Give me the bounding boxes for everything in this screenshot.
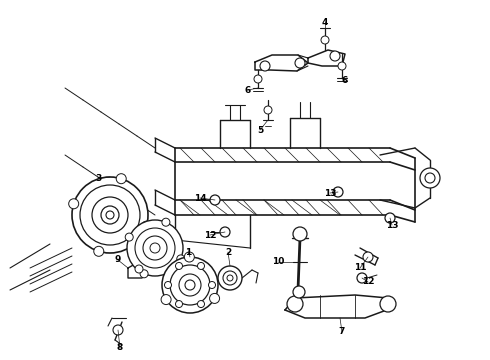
Circle shape bbox=[197, 262, 204, 269]
Circle shape bbox=[92, 197, 128, 233]
Circle shape bbox=[69, 199, 79, 209]
Circle shape bbox=[330, 51, 340, 61]
Circle shape bbox=[425, 173, 435, 183]
Circle shape bbox=[170, 265, 210, 305]
Text: 14: 14 bbox=[194, 194, 206, 202]
Circle shape bbox=[254, 75, 262, 83]
Text: 13: 13 bbox=[386, 220, 398, 230]
Text: 4: 4 bbox=[322, 18, 328, 27]
Text: 13: 13 bbox=[324, 189, 336, 198]
Text: 12: 12 bbox=[204, 230, 216, 239]
Circle shape bbox=[220, 227, 230, 237]
Text: 8: 8 bbox=[117, 343, 123, 352]
Circle shape bbox=[287, 296, 303, 312]
Circle shape bbox=[227, 275, 233, 281]
Circle shape bbox=[295, 58, 305, 68]
Circle shape bbox=[127, 220, 183, 276]
Circle shape bbox=[175, 301, 182, 307]
Text: 2: 2 bbox=[225, 248, 231, 257]
Circle shape bbox=[185, 280, 195, 290]
Circle shape bbox=[80, 185, 140, 245]
Circle shape bbox=[150, 243, 160, 253]
Text: 1: 1 bbox=[185, 248, 191, 257]
Circle shape bbox=[260, 61, 270, 71]
Circle shape bbox=[363, 252, 373, 262]
Circle shape bbox=[293, 286, 305, 298]
Circle shape bbox=[175, 262, 182, 269]
Circle shape bbox=[116, 174, 126, 184]
Circle shape bbox=[101, 206, 119, 224]
Text: 5: 5 bbox=[257, 126, 263, 135]
Circle shape bbox=[177, 255, 185, 263]
Circle shape bbox=[210, 195, 220, 205]
Circle shape bbox=[165, 282, 172, 288]
Text: 9: 9 bbox=[115, 256, 121, 265]
Text: 10: 10 bbox=[272, 257, 284, 266]
Circle shape bbox=[106, 211, 114, 219]
Circle shape bbox=[321, 36, 329, 44]
Circle shape bbox=[162, 218, 170, 226]
Circle shape bbox=[184, 252, 195, 262]
Circle shape bbox=[218, 266, 242, 290]
Circle shape bbox=[179, 274, 201, 296]
Text: 6: 6 bbox=[342, 76, 348, 85]
Text: 11: 11 bbox=[354, 264, 366, 273]
Circle shape bbox=[210, 293, 220, 303]
Circle shape bbox=[141, 221, 151, 231]
Circle shape bbox=[357, 273, 367, 283]
Circle shape bbox=[72, 177, 148, 253]
Circle shape bbox=[338, 62, 346, 70]
Circle shape bbox=[293, 227, 307, 241]
Circle shape bbox=[125, 233, 133, 241]
Circle shape bbox=[135, 228, 175, 268]
Circle shape bbox=[94, 246, 104, 256]
Text: 7: 7 bbox=[339, 328, 345, 337]
Circle shape bbox=[113, 325, 123, 335]
Circle shape bbox=[420, 168, 440, 188]
Circle shape bbox=[264, 106, 272, 114]
Text: 3: 3 bbox=[95, 174, 101, 183]
Circle shape bbox=[162, 257, 218, 313]
Circle shape bbox=[161, 294, 171, 305]
Circle shape bbox=[143, 236, 167, 260]
Text: 6: 6 bbox=[245, 86, 251, 95]
Circle shape bbox=[385, 213, 395, 223]
Circle shape bbox=[223, 271, 237, 285]
Circle shape bbox=[140, 270, 148, 278]
Circle shape bbox=[380, 296, 396, 312]
Circle shape bbox=[135, 265, 143, 273]
Circle shape bbox=[209, 282, 216, 288]
Text: 12: 12 bbox=[362, 278, 374, 287]
Circle shape bbox=[333, 187, 343, 197]
Circle shape bbox=[197, 301, 204, 307]
